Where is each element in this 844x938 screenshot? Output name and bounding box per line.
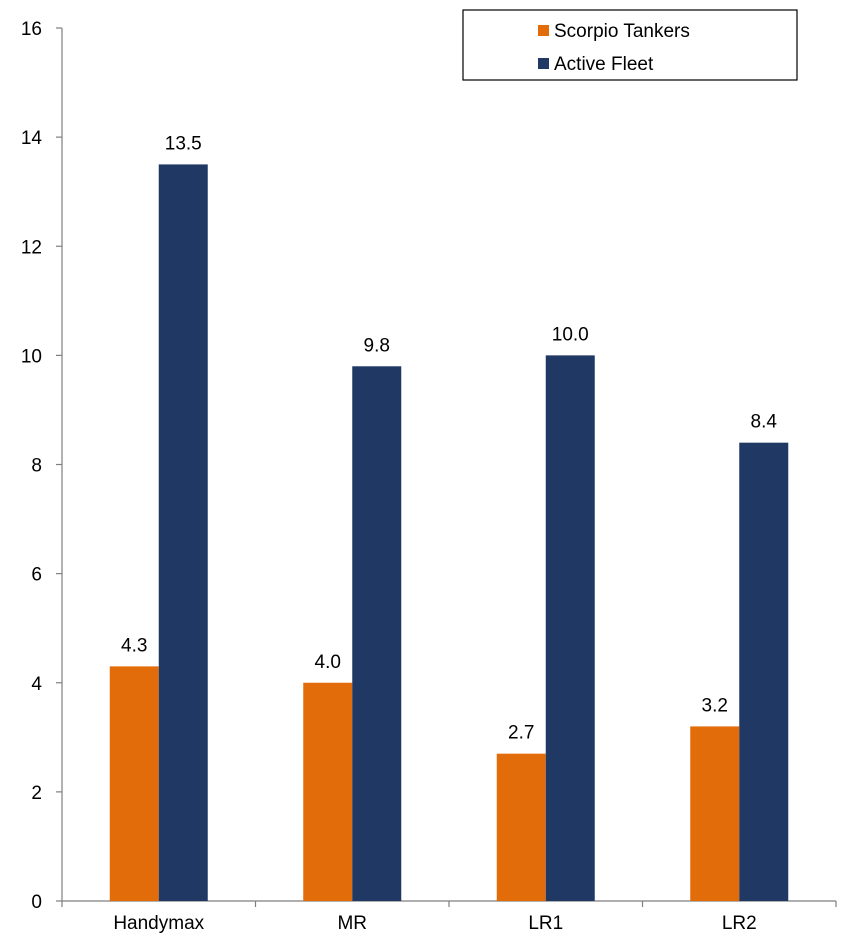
- data-label: 13.5: [165, 133, 202, 154]
- bar: [690, 726, 740, 901]
- data-labels: 4.3 13.5 4.0 9.8 2.7 10.0 3.2 8.4: [121, 133, 777, 743]
- legend-box: [462, 9, 798, 81]
- data-label: 4.3: [121, 635, 147, 656]
- bar: [352, 366, 402, 902]
- y-tick-label: 10: [21, 346, 42, 367]
- data-label: 8.4: [751, 412, 778, 433]
- y-tick-label: 6: [31, 565, 42, 586]
- data-label: 4.0: [315, 652, 341, 673]
- legend-swatch-scorpio-tankers: [538, 25, 549, 36]
- y-tick-label: 4: [31, 674, 42, 695]
- data-label: 2.7: [508, 723, 534, 744]
- x-category-label: LR2: [722, 913, 757, 934]
- bars: [109, 164, 789, 902]
- x-category-label: LR1: [528, 913, 563, 934]
- y-tick-label: 16: [21, 19, 42, 40]
- y-tick-label: 8: [31, 456, 42, 477]
- bar: [545, 355, 595, 901]
- legend-label-active-fleet: Active Fleet: [554, 54, 654, 75]
- data-label: 3.2: [702, 695, 728, 716]
- legend-label-scorpio-tankers: Scorpio Tankers: [554, 21, 690, 42]
- y-tick-label: 12: [21, 237, 42, 258]
- legend-swatch-active-fleet: [538, 58, 549, 69]
- x-axis: Handymax MR LR1 LR2: [61, 900, 837, 934]
- y-tick-label: 0: [31, 892, 42, 913]
- x-category-label: Handymax: [113, 913, 204, 934]
- bar: [496, 753, 546, 901]
- bar: [739, 442, 789, 901]
- legend: Scorpio Tankers Active Fleet: [462, 9, 798, 81]
- bar: [303, 682, 353, 901]
- data-label: 9.8: [364, 335, 390, 356]
- y-tick-label: 14: [21, 128, 43, 149]
- y-tick-label: 2: [31, 783, 42, 804]
- y-axis: 0 2 4 6 8 10 12 14 16: [21, 19, 63, 913]
- bar: [158, 164, 208, 901]
- x-category-label: MR: [337, 913, 367, 934]
- data-label: 10.0: [552, 324, 589, 345]
- bar: [109, 666, 159, 901]
